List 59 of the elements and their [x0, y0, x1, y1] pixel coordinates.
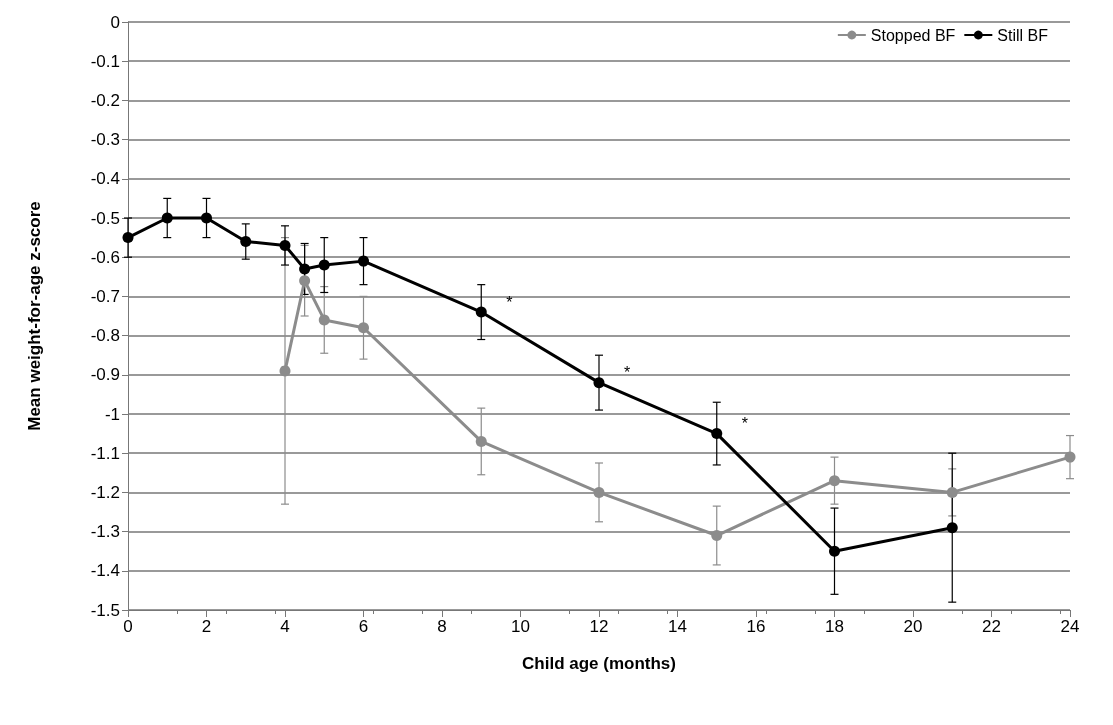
x-tick-label: 24 [1060, 617, 1080, 636]
x-tick-label: 14 [668, 617, 687, 636]
x-tick-label: 2 [201, 617, 212, 636]
point [593, 377, 605, 389]
y-tick-label: -0.6 [90, 247, 120, 267]
x-tick-label: 18 [825, 617, 844, 636]
point [279, 365, 291, 377]
point [279, 239, 291, 251]
x-tick-label: 8 [437, 617, 447, 636]
y-tick-label: -0.1 [90, 51, 120, 71]
point [299, 263, 311, 275]
y-tick-label: -0.4 [90, 169, 120, 189]
x-tick-label: 4 [280, 617, 290, 636]
point [318, 259, 330, 271]
legend-label: Stopped BF [870, 26, 956, 44]
annotation: * [623, 364, 631, 382]
x-tick-label: 6 [358, 617, 369, 636]
y-tick-label: -1.1 [90, 443, 120, 463]
x-tick-label: 22 [982, 617, 1001, 636]
point [161, 212, 173, 224]
y-tick-label: -1.3 [90, 522, 120, 542]
point [201, 212, 212, 224]
y-axis-title: Mean weight-for-age z-score [25, 201, 44, 431]
y-tick-label: -1.5 [90, 600, 120, 620]
annotation: * [506, 293, 513, 311]
point [829, 475, 840, 487]
x-tick-label: 10 [511, 617, 530, 636]
y-tick-label: -0.5 [90, 208, 120, 228]
point [122, 232, 134, 244]
y-tick-label: -0.8 [90, 326, 120, 346]
point [475, 306, 487, 318]
point [240, 236, 252, 248]
point [946, 486, 958, 498]
point [946, 522, 958, 534]
y-tick-label: -0.7 [90, 286, 120, 306]
point [593, 486, 605, 498]
point [1064, 451, 1076, 463]
x-axis-title: Child age (months) [522, 654, 676, 673]
legend-label: Still BF [997, 26, 1049, 44]
y-tick-label: -0.9 [90, 365, 120, 385]
point [829, 545, 840, 557]
y-tick-label: -1 [104, 404, 120, 424]
y-tick-label: 0 [110, 12, 120, 32]
x-tick-label: 12 [589, 617, 609, 636]
x-tick-label: 16 [746, 617, 766, 636]
point [711, 428, 723, 440]
point [358, 255, 369, 267]
y-tick-label: -0.3 [90, 130, 120, 150]
point [358, 322, 369, 334]
point [711, 530, 723, 542]
y-tick-label: -1.2 [90, 482, 120, 502]
y-tick-label: -1.4 [90, 561, 120, 581]
y-tick-label: -0.2 [90, 90, 120, 110]
x-tick-label: 0 [123, 617, 133, 636]
point [475, 435, 487, 447]
x-tick-label: 20 [903, 617, 923, 636]
point [318, 314, 330, 326]
point [299, 275, 311, 287]
annotation: * [741, 415, 748, 433]
